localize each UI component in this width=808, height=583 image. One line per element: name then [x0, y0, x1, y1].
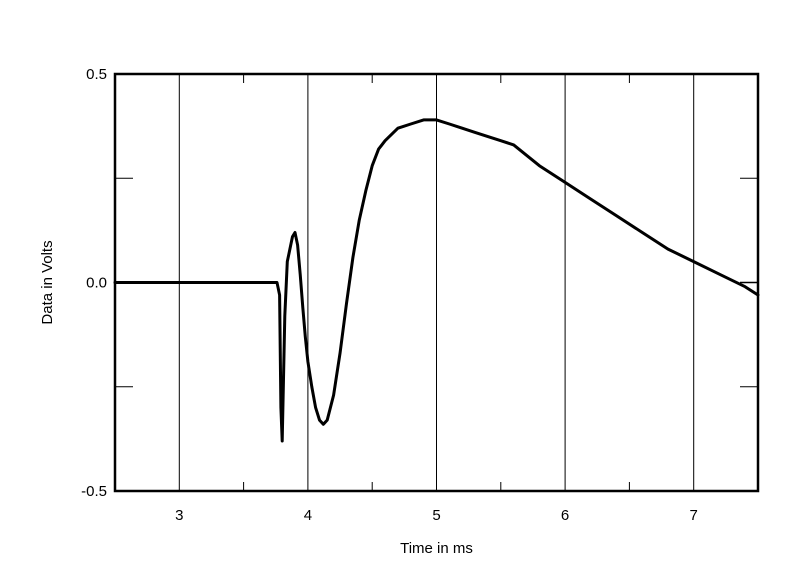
y-tick-label-0: -0.5 — [81, 483, 107, 500]
tick-labels: 3 4 5 6 7 -0.5 0.0 0.5 — [81, 66, 698, 524]
plot-frame — [113, 72, 760, 493]
x-axis-title: Time in ms — [400, 540, 473, 557]
y-tick-label-2: 0.5 — [86, 66, 107, 83]
x-tick-label-7: 7 — [690, 507, 698, 524]
x-tick-label-6: 6 — [561, 507, 569, 524]
y-axis-title: Data in Volts — [39, 240, 56, 324]
gridlines — [178, 74, 695, 491]
x-tick-label-5: 5 — [432, 507, 440, 524]
series-layer — [113, 118, 760, 443]
y-tick-label-1: 0.0 — [86, 275, 107, 292]
x-tick-label-4: 4 — [304, 507, 312, 524]
x-tick-label-3: 3 — [175, 507, 183, 524]
series-line-0 — [113, 118, 760, 443]
